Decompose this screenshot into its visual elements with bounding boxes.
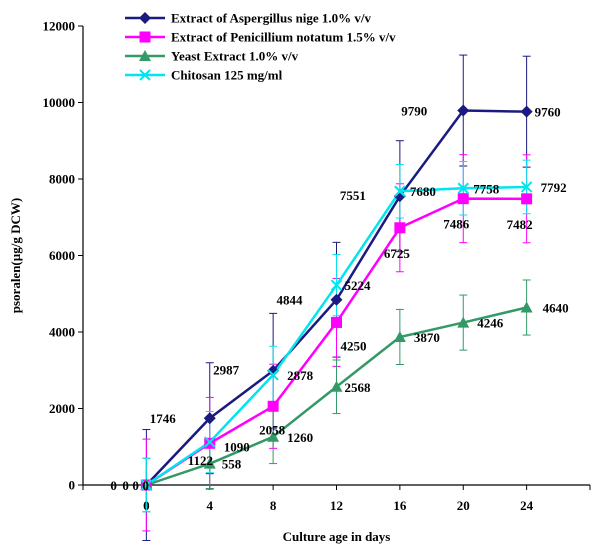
data-labels: 0 1746 2987 4844 7551 9790 9760 0 1090 2058 4250 67… — [110, 104, 568, 493]
legend-label: Extract of Aspergillus nige 1.0% v/v — [171, 11, 372, 26]
data-label: 7482 — [507, 217, 533, 232]
x-tick-label: 20 — [457, 498, 470, 513]
data-label: 558 — [222, 457, 242, 472]
y-tick-label: 0 — [69, 478, 76, 493]
data-label: 1746 — [150, 411, 177, 426]
x-tick-label: 12 — [330, 498, 343, 513]
data-point — [457, 182, 469, 194]
data-label: 1260 — [287, 430, 313, 445]
data-label: 7551 — [340, 188, 366, 203]
data-label: 0 — [110, 478, 117, 493]
data-label: 3870 — [414, 330, 440, 345]
y-axis-title: psoralen(µg/g DCW) — [8, 198, 23, 313]
data-label: 2987 — [213, 363, 240, 378]
y-tick-label: 2000 — [49, 401, 75, 416]
legend-marker — [139, 31, 151, 43]
legend-marker — [139, 69, 151, 81]
x-tick-label: 24 — [520, 498, 534, 513]
data-point — [330, 293, 343, 306]
data-label: 7792 — [541, 180, 567, 195]
legend-marker — [139, 12, 151, 24]
data-label: 4250 — [341, 338, 367, 353]
data-label: 4844 — [277, 293, 304, 308]
series-markers — [140, 104, 533, 491]
x-tick-label: 8 — [270, 498, 277, 513]
y-tick-label: 12000 — [43, 19, 76, 34]
data-point — [203, 457, 216, 469]
data-point — [267, 369, 279, 381]
data-point — [393, 330, 406, 342]
data-label: 2058 — [259, 422, 286, 437]
data-label: 7758 — [473, 181, 500, 196]
data-label: 7680 — [410, 184, 436, 199]
data-point — [521, 193, 533, 205]
marker-stroke — [139, 69, 151, 81]
data-point — [267, 400, 279, 412]
marker-stroke — [457, 182, 469, 194]
data-label: 0 — [142, 478, 149, 493]
marker-stroke — [394, 185, 406, 197]
data-point — [203, 412, 216, 425]
marker-stroke — [140, 479, 153, 491]
data-point — [520, 181, 533, 193]
axes: 0 2000 4000 6000 8000 10000 12000 0 4 8 12 16 20 24 — [43, 19, 591, 513]
legend-label: Extract of Penicillium notatum 1.5% v/v — [171, 30, 396, 45]
data-label: 2568 — [345, 380, 372, 395]
y-tick-label: 4000 — [49, 325, 75, 340]
data-label: 9760 — [535, 105, 561, 120]
data-label: 4640 — [543, 301, 569, 316]
legend: Extract of Aspergillus nige 1.0% v/v Extr… — [125, 11, 396, 83]
y-tick-label: 10000 — [43, 95, 76, 110]
data-point — [520, 301, 533, 313]
marker-stroke — [267, 369, 279, 381]
data-point — [204, 436, 216, 448]
data-point — [140, 479, 153, 491]
x-tick-label: 4 — [207, 498, 214, 513]
legend-label: Yeast Extract 1.0% v/v — [171, 49, 299, 64]
data-label: 9790 — [401, 104, 427, 119]
data-point — [267, 430, 280, 442]
x-tick-label: 16 — [393, 498, 407, 513]
data-label: 6725 — [384, 246, 411, 261]
data-point — [457, 193, 469, 205]
marker-stroke — [330, 279, 343, 291]
data-label: 1122 — [188, 453, 213, 468]
legend-label: Chitosan 125 mg/ml — [171, 68, 283, 83]
data-point — [457, 316, 470, 328]
data-point — [394, 185, 406, 197]
data-label: 4246 — [477, 316, 504, 331]
data-label: 0 — [122, 478, 129, 493]
data-point — [394, 222, 406, 234]
data-point — [331, 316, 342, 328]
marker-stroke — [520, 181, 533, 193]
data-label: 1090 — [224, 439, 250, 454]
y-tick-label: 8000 — [49, 172, 75, 187]
data-label: 5224 — [345, 278, 372, 293]
data-point — [457, 104, 470, 117]
data-label: 2878 — [287, 368, 314, 383]
data-point — [330, 380, 343, 392]
data-point — [330, 279, 343, 291]
legend-marker — [139, 50, 151, 61]
data-point — [520, 105, 533, 118]
x-axis-title: Culture age in days — [283, 529, 391, 544]
marker-stroke — [204, 436, 216, 448]
data-label: 0 — [132, 478, 139, 493]
data-point — [267, 364, 280, 377]
y-tick-label: 6000 — [49, 248, 75, 263]
data-label: 7486 — [443, 217, 470, 232]
